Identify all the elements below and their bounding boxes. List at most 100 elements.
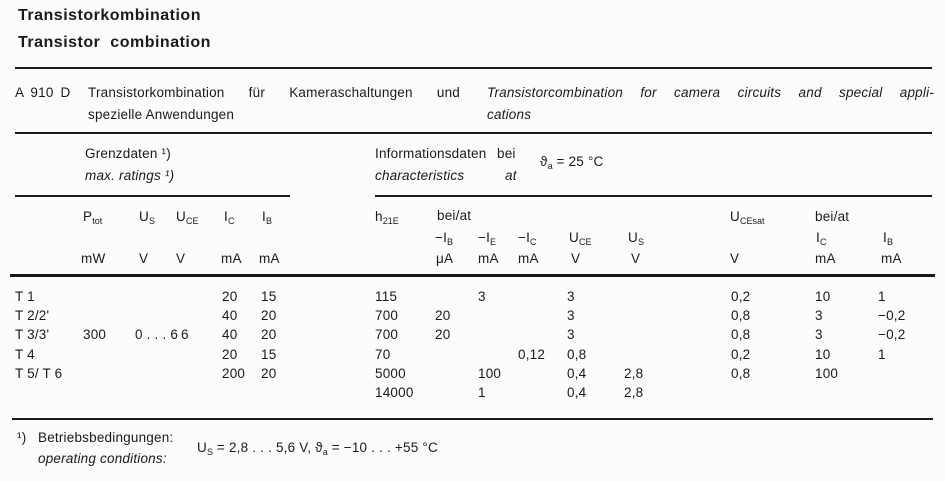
col-unit-ib2: μA <box>436 251 454 266</box>
cell-ib: 20 <box>261 327 277 343</box>
cell-ic: 40 <box>222 308 238 324</box>
cell-h21e: 700 <box>375 327 399 343</box>
col-header-ie2: −IE <box>478 230 497 247</box>
row-label: T 4 <box>15 346 35 362</box>
col-header-beiat-mid: bei/at <box>437 208 472 223</box>
col-header-ic3: IC <box>816 230 827 247</box>
page-title-de: Transistorkombination <box>18 7 201 24</box>
cell-ptot: 300 <box>83 327 107 343</box>
cell-h21e: 700 <box>375 308 399 324</box>
cell-uce2: 3 <box>567 289 575 304</box>
footnote-label-de: Betriebsbedingungen: <box>38 430 174 445</box>
rule-table-top <box>10 274 935 277</box>
cell-ucesat: 0,2 <box>731 289 751 304</box>
characteristics-heading-en: characteristics <box>375 168 465 183</box>
table-row: T 2/2' 40 20 700 20 3 0,8 3 −0,2 <box>0 308 945 327</box>
device-desc-de-line1: Transistorkombination für Kameraschaltun… <box>88 85 460 100</box>
cell-ucesat: 0,8 <box>731 327 751 343</box>
cell-ic: 40 <box>222 327 238 343</box>
cell-uce2: 0,8 <box>567 346 587 362</box>
cell-ic: 20 <box>222 346 238 362</box>
cell-ic3: 10 <box>815 289 831 304</box>
cell-ie2: 100 <box>478 365 502 381</box>
col-unit-uce: V <box>176 251 186 266</box>
col-unit-ib3: mA <box>881 251 902 266</box>
col-header-uce2: UCE <box>569 230 592 247</box>
cell-ic3: 3 <box>815 308 823 324</box>
device-type: A 910 D <box>15 85 71 100</box>
cell-ucesat: 0,2 <box>731 346 751 362</box>
cell-uce2: 3 <box>567 308 575 324</box>
cell-ib: 15 <box>261 346 277 362</box>
cell-uce: 6 <box>181 327 189 343</box>
table-row: 14000 1 0,4 2,8 <box>0 385 945 404</box>
col-unit-uce2: V <box>571 251 581 266</box>
col-unit-ib: mA <box>259 251 280 266</box>
col-header-ib: IB <box>262 209 272 226</box>
cell-ucesat: 0,8 <box>731 365 751 381</box>
col-header-uce: UCE <box>176 209 199 226</box>
cell-ib: 20 <box>261 365 277 381</box>
cell-us2: 2,8 <box>624 365 644 381</box>
table-row: T 5/ T 6 200 20 5000 100 0,4 2,8 0,8 100 <box>0 366 945 385</box>
limits-heading-en: max. ratings ¹) <box>85 168 175 183</box>
col-header-ucesat: UCEsat <box>730 209 765 226</box>
col-header-h21e: h21E <box>375 209 399 226</box>
cell-ib2: 20 <box>435 308 451 324</box>
row-label: T 2/2' <box>15 308 50 324</box>
cell-ie2: 3 <box>478 289 486 304</box>
table-row: T 4 20 15 70 0,12 0,8 0,2 10 1 <box>0 347 945 366</box>
rule-characteristics-header <box>375 195 932 197</box>
cell-ib: 15 <box>261 289 277 304</box>
col-unit-ic3: mA <box>815 251 836 266</box>
col-header-ptot: Ptot <box>83 209 103 226</box>
rule-under-device <box>15 132 932 134</box>
col-header-us: US <box>139 209 155 226</box>
col-header-ib3: IB <box>883 230 893 247</box>
row-label: T 5/ T 6 <box>15 365 63 381</box>
footnote-label-en: operating conditions: <box>38 451 167 466</box>
col-unit-us: V <box>139 251 149 266</box>
cell-h21e: 5000 <box>375 365 406 381</box>
row-label: T 3/3' <box>15 327 50 343</box>
cell-ic3: 100 <box>815 365 839 381</box>
col-header-beiat-right: bei/at <box>815 209 850 224</box>
cell-ib3: 1 <box>878 289 886 304</box>
col-unit-ic2: mA <box>518 251 539 266</box>
device-desc-en-line2: cations <box>487 107 532 122</box>
device-desc-en-line1: Transistorcombination for camera circuit… <box>487 85 934 100</box>
cell-uce2: 3 <box>567 327 575 343</box>
cell-ib2: 20 <box>435 327 451 343</box>
footnote-marker: ¹) <box>17 430 27 445</box>
cell-uce2: 0,4 <box>567 365 587 381</box>
col-header-ic2: −IC <box>518 230 537 247</box>
col-unit-ucesat: V <box>730 251 740 266</box>
cell-ic3: 10 <box>815 346 831 362</box>
rule-table-bottom <box>12 418 933 420</box>
characteristics-heading-en-at: at <box>505 168 517 183</box>
col-header-us2: US <box>628 230 644 247</box>
cell-ic2: 0,12 <box>518 346 546 362</box>
cell-ib3: 1 <box>878 346 886 362</box>
cell-ib3: −0,2 <box>878 308 906 324</box>
characteristics-heading-de-bei: bei <box>497 146 516 161</box>
cell-ib: 20 <box>261 308 277 324</box>
table-row: T 1 20 15 115 3 3 0,2 10 1 <box>0 289 945 308</box>
table-row: T 3/3' 300 0 . . . 6 6 40 20 700 20 3 0,8 3 −0,2 <box>0 327 945 346</box>
col-unit-ptot: mW <box>81 251 106 266</box>
footnote-formula: US = 2,8 . . . 5,6 V, ϑa = −10 . . . +55… <box>197 440 438 457</box>
cell-us2: 2,8 <box>624 385 644 400</box>
limits-heading-de: Grenzdaten ¹) <box>85 146 171 161</box>
characteristics-condition: ϑa = 25 °C <box>540 154 604 171</box>
cell-h21e: 14000 <box>375 385 414 400</box>
col-header-ic: IC <box>224 209 235 226</box>
page-title-en: Transistor combination <box>18 34 211 51</box>
cell-ucesat: 0,8 <box>731 308 751 324</box>
cell-us: 0 . . . 6 <box>135 327 179 343</box>
col-unit-ic: mA <box>221 251 242 266</box>
rule-top <box>15 67 932 69</box>
col-unit-ie2: mA <box>478 251 499 266</box>
cell-ic3: 3 <box>815 327 823 343</box>
cell-uce2: 0,4 <box>567 385 587 400</box>
